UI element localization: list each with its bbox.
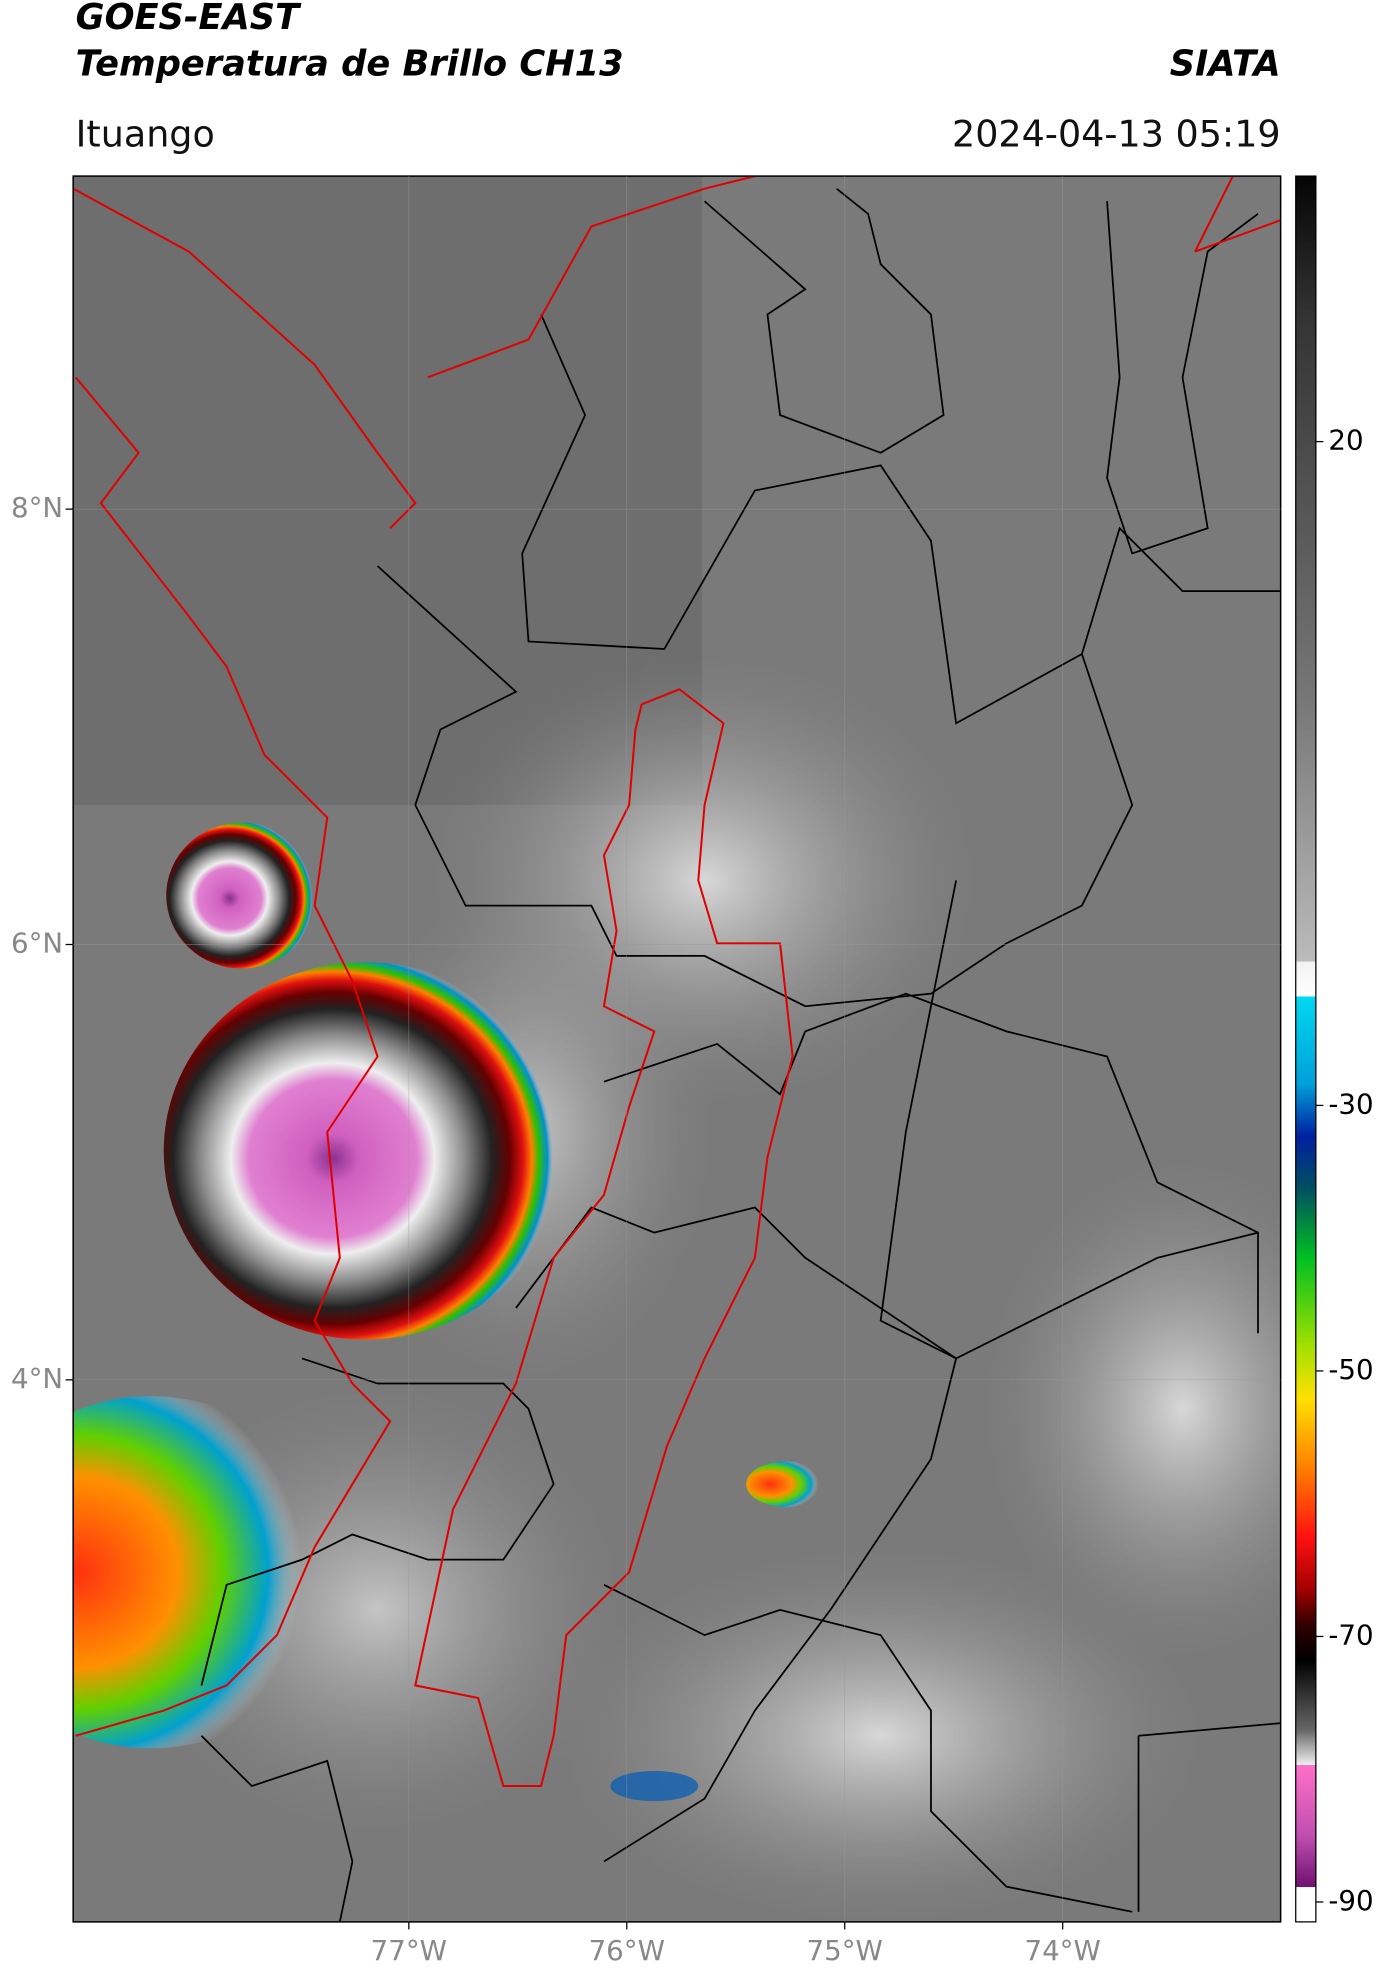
lon-tick-label: 74°W: [1024, 1934, 1100, 1967]
lat-tick-label: 6°N: [11, 927, 63, 960]
location: Ituango: [76, 112, 215, 155]
lat-tick-label: 8°N: [11, 491, 63, 524]
lon-tick-label: 77°W: [371, 1934, 447, 1967]
lat-tick-label: 4°N: [11, 1362, 63, 1395]
colorbar-tick-label: -70: [1328, 1618, 1373, 1651]
subtitle: Temperatura de Brillo CH13: [76, 43, 624, 84]
agency: SIATA: [1170, 43, 1281, 84]
colorbar-tick-label: -90: [1328, 1884, 1373, 1917]
map-frame: [72, 175, 1282, 1923]
datetime: 2024-04-13 05:19: [952, 112, 1281, 155]
graticule: 8°N 6°N 4°N 77°W 76°W 75°W 74°W: [11, 176, 1281, 1967]
lon-tick-label: 76°W: [589, 1934, 665, 1967]
colorbar-ticks: 20 -30 -50 -70 -90: [1315, 424, 1374, 1917]
colorbar-tick-label: 20: [1328, 424, 1363, 457]
colorbar-tick-label: -50: [1328, 1353, 1373, 1386]
colorbar-tick-label: -30: [1328, 1087, 1373, 1120]
lon-tick-label: 75°W: [807, 1934, 883, 1967]
title: GOES-EAST: [76, 0, 302, 38]
satellite-image: [73, 176, 1281, 1922]
colorbar: [1295, 175, 1317, 1923]
